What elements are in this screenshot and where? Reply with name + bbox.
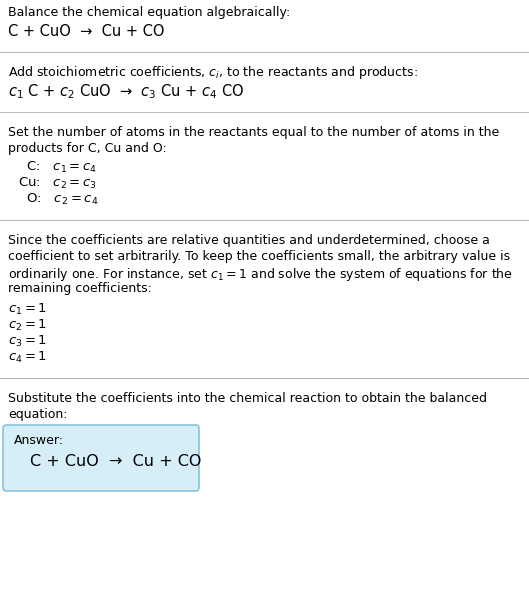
Text: Since the coefficients are relative quantities and underdetermined, choose a: Since the coefficients are relative quan… [8,234,490,247]
Text: $c_2 = 1$: $c_2 = 1$ [8,318,47,333]
Text: C + CuO  →  Cu + CO: C + CuO → Cu + CO [30,454,202,469]
Text: Balance the chemical equation algebraically:: Balance the chemical equation algebraica… [8,6,290,19]
Text: Add stoichiometric coefficients, $c_i$, to the reactants and products:: Add stoichiometric coefficients, $c_i$, … [8,64,418,81]
Text: $c_1$ C + $c_2$ CuO  →  $c_3$ Cu + $c_4$ CO: $c_1$ C + $c_2$ CuO → $c_3$ Cu + $c_4$ C… [8,82,244,101]
FancyBboxPatch shape [3,425,199,491]
Text: $c_4 = 1$: $c_4 = 1$ [8,350,47,365]
Text: C + CuO  →  Cu + CO: C + CuO → Cu + CO [8,24,165,39]
Text: $c_3 = 1$: $c_3 = 1$ [8,334,47,349]
Text: C:   $c_1 = c_4$: C: $c_1 = c_4$ [18,160,97,175]
Text: products for C, Cu and O:: products for C, Cu and O: [8,142,167,155]
Text: ordinarily one. For instance, set $c_1 = 1$ and solve the system of equations fo: ordinarily one. For instance, set $c_1 =… [8,266,513,283]
Text: remaining coefficients:: remaining coefficients: [8,282,152,295]
Text: Answer:: Answer: [14,434,64,447]
Text: Cu:   $c_2 = c_3$: Cu: $c_2 = c_3$ [18,176,97,191]
Text: O:   $c_2 = c_4$: O: $c_2 = c_4$ [18,192,98,207]
Text: coefficient to set arbitrarily. To keep the coefficients small, the arbitrary va: coefficient to set arbitrarily. To keep … [8,250,510,263]
Text: Set the number of atoms in the reactants equal to the number of atoms in the: Set the number of atoms in the reactants… [8,126,499,139]
Text: Substitute the coefficients into the chemical reaction to obtain the balanced: Substitute the coefficients into the che… [8,392,487,405]
Text: equation:: equation: [8,408,68,421]
Text: $c_1 = 1$: $c_1 = 1$ [8,302,47,317]
